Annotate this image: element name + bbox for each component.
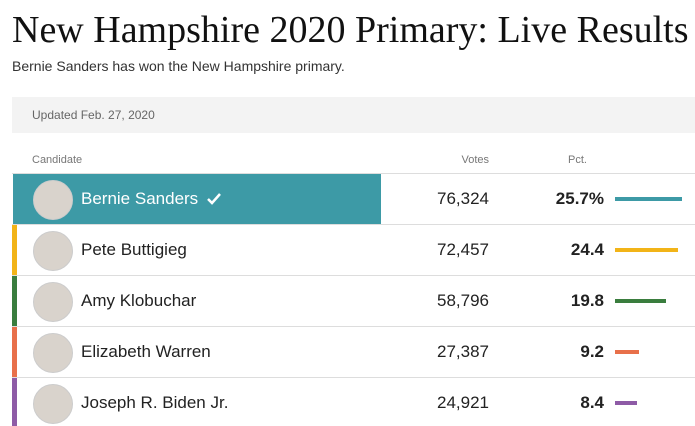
votes: 72,457 <box>437 240 489 259</box>
percent-bar <box>615 248 679 252</box>
header-votes: Votes <box>461 154 489 166</box>
result-row: Bernie Sanders 76,324 25.7% <box>12 173 695 224</box>
candidate-color-edge <box>12 327 17 377</box>
percent-bar <box>615 401 637 405</box>
candidate-photo <box>33 282 73 322</box>
candidate-photo <box>33 180 73 220</box>
result-row: Pete Buttigieg 72,457 24.4 <box>12 224 695 275</box>
candidate-name: Amy Klobuchar <box>81 291 197 310</box>
candidate-photo <box>33 384 73 424</box>
percent: 19.8 <box>570 291 604 310</box>
candidate-color-edge <box>12 225 17 275</box>
page-title: New Hampshire 2020 Primary: Live Results <box>12 9 689 51</box>
percent-bar <box>615 350 639 354</box>
percent: 25.7% <box>555 189 604 208</box>
winner-highlight <box>13 174 381 224</box>
result-row: Elizabeth Warren 27,387 9.2 <box>12 326 695 377</box>
percent: 24.4 <box>570 240 604 259</box>
updated-text: Updated Feb. 27, 2020 <box>32 108 155 122</box>
candidate-color-edge <box>12 276 17 326</box>
header-candidate: Candidate <box>32 154 83 166</box>
percent: 8.4 <box>580 393 604 412</box>
winner-check <box>207 193 221 205</box>
header-pct: Pct. <box>568 154 587 166</box>
candidate-photo <box>33 231 73 271</box>
subtitle: Bernie Sanders has won the New Hampshire… <box>12 58 345 74</box>
result-row: Amy Klobuchar 58,796 19.8 <box>12 275 695 326</box>
votes: 76,324 <box>437 189 489 208</box>
result-row: Joseph R. Biden Jr. 24,921 8.4 <box>12 377 695 426</box>
percent: 9.2 <box>580 342 604 361</box>
candidate-name: Bernie Sanders <box>81 189 199 208</box>
candidate-color-edge <box>12 378 17 426</box>
votes: 58,796 <box>437 291 489 310</box>
candidate-name: Elizabeth Warren <box>81 342 211 361</box>
percent-bar <box>615 299 667 303</box>
votes: 24,921 <box>437 393 489 412</box>
percent-bar <box>615 197 682 201</box>
votes: 27,387 <box>437 342 489 361</box>
candidate-name: Joseph R. Biden Jr. <box>81 393 229 412</box>
candidate-photo <box>33 333 73 373</box>
candidate-name: Pete Buttigieg <box>81 240 187 259</box>
updated-bar: Updated Feb. 27, 2020 <box>12 97 695 133</box>
